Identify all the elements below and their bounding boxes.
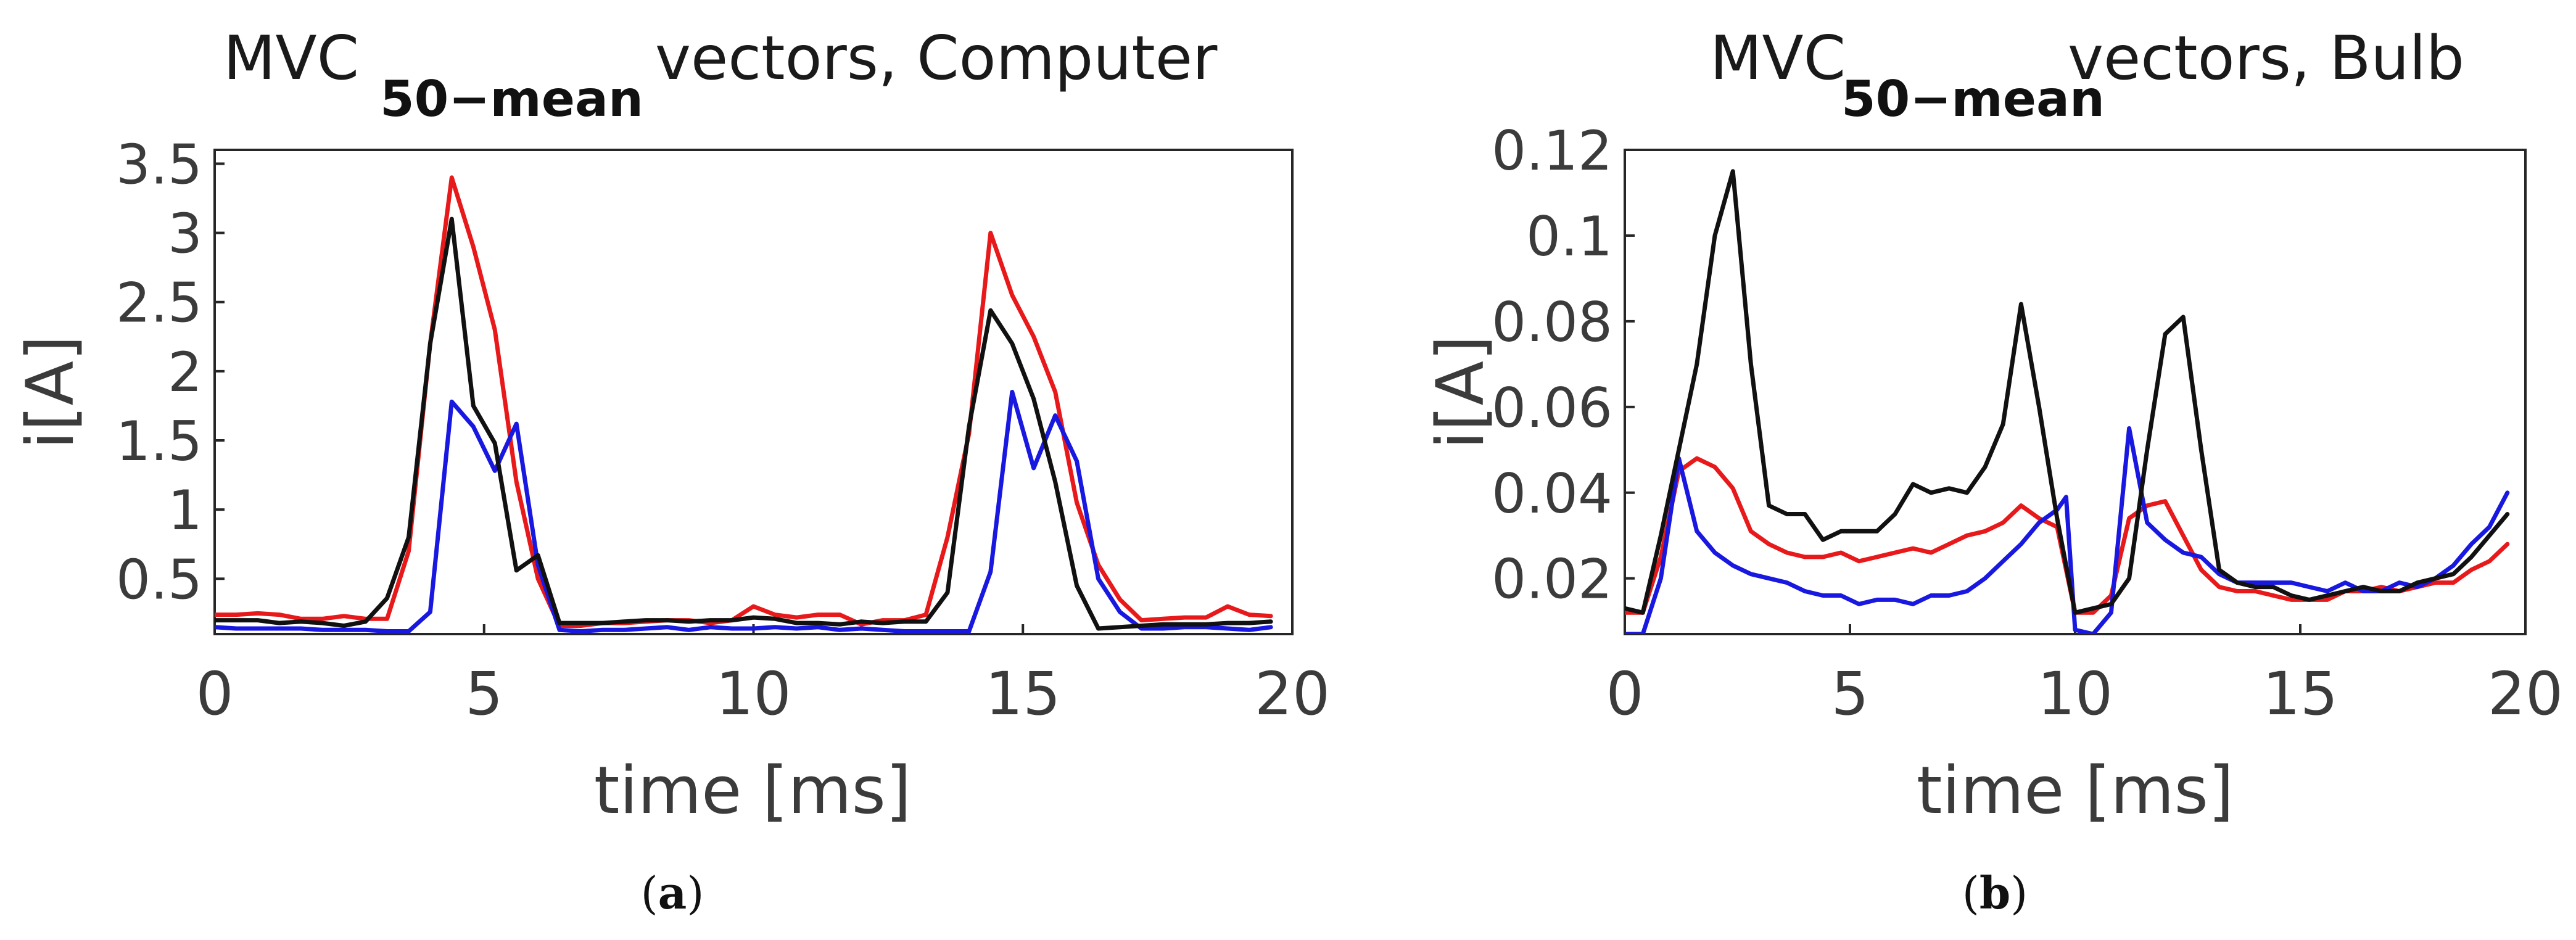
panel-b-ytick-label: 0.04 (1492, 462, 1612, 526)
panel-a-series (215, 175, 1273, 633)
panel-b-title-main: MVC (1710, 23, 1846, 94)
panel-b-caption-letter: b (1979, 867, 2010, 919)
panel-a-series-blue (215, 390, 1273, 633)
panel-a-xtick-label: 10 (716, 659, 791, 728)
panel-a-series-black (215, 216, 1273, 631)
panel-a-ytick-label: 3 (168, 202, 202, 266)
panel-a-xtick-label: 5 (465, 659, 503, 728)
panel-b-xlabel: time [ms] (1917, 752, 2234, 828)
panel-a-ticks: 0 5 10 15 20 0.511.522.533.5 (116, 133, 1330, 728)
panel-a-title-subscript: 50−mean (380, 70, 643, 128)
panel-b-xtick-label: 0 (1606, 659, 1643, 728)
panel-a-ytick-label: 2.5 (116, 271, 202, 335)
panel-a-caption: (a) (641, 867, 704, 919)
panel-b-xtick-label: 5 (1831, 659, 1868, 728)
panel-a-ytick-label: 1.5 (116, 410, 202, 473)
panel-a: MVC 50−mean vectors, Computer 0 5 10 15 20 0.… (12, 23, 1330, 919)
panel-a-caption-letter: a (658, 867, 687, 919)
panel-b-xtick-label: 20 (2488, 659, 2563, 728)
panel-b-caption: (b) (1962, 867, 2028, 919)
panel-a-xtick-label: 20 (1255, 659, 1330, 728)
panel-b-title-tail: vectors, Bulb (2068, 23, 2464, 94)
panel-a-ylabel: i[A] (12, 336, 88, 450)
panel-a-title-tail: vectors, Computer (655, 23, 1218, 94)
panel-a-ytick-label: 2 (168, 340, 202, 404)
panel-b-ytick-label: 0.06 (1492, 376, 1612, 440)
panel-b-series (1625, 169, 2510, 634)
panel-b-ticks: 0 5 10 15 20 0.02 0.04 0.06 0.08 0.1 0.12 (1492, 119, 2563, 728)
panel-b-xtick-label: 15 (2263, 659, 2338, 728)
panel-b-ytick-label: 0.08 (1492, 291, 1612, 354)
panel-a-xlabel: time [ms] (594, 752, 911, 828)
panel-a-xtick-label: 15 (985, 659, 1060, 728)
panel-b-ytick-label: 0.02 (1492, 548, 1612, 611)
panel-b: MVC 50−mean vectors, Bulb 0 5 10 15 20 0.02 0.… (1422, 23, 2563, 919)
panel-b-ytick-label: 0.1 (1526, 205, 1612, 268)
panel-b-title-subscript: 50−mean (1841, 70, 2105, 128)
panel-a-xtick-label: 0 (196, 659, 233, 728)
panel-a-ytick-label: 3.5 (116, 133, 202, 196)
panel-a-title-main: MVC (223, 23, 359, 94)
panel-b-xtick-label: 10 (2037, 659, 2113, 728)
panel-b-ylabel: i[A] (1422, 336, 1498, 450)
panel-b-series-black (1625, 169, 2510, 615)
panel-a-ytick-label: 1 (168, 479, 202, 542)
panel-b-ytick-label: 0.12 (1492, 119, 1612, 183)
panel-a-ytick-label: 0.5 (116, 548, 202, 611)
